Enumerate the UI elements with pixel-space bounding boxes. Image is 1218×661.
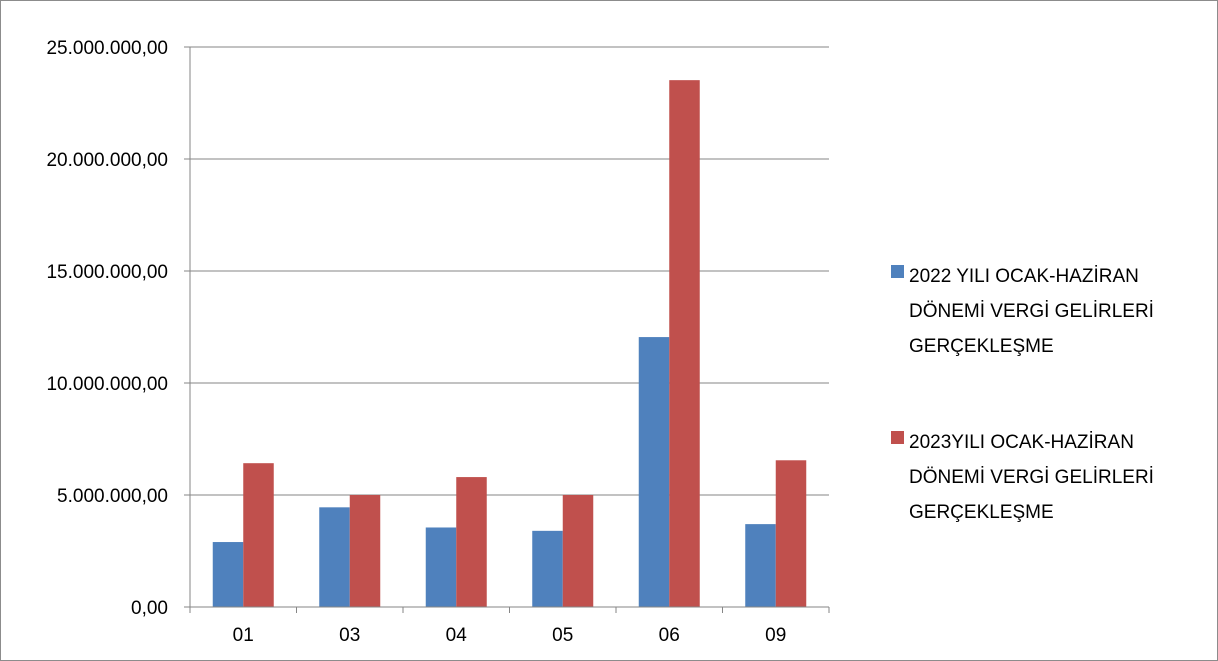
legend-label-2023: 2023YILI OCAK-HAZİRAN DÖNEMİ VERGİ GELİR… — [909, 432, 1154, 523]
legend-label-2022: 2022 YILI OCAK-HAZİRAN DÖNEMİ VERGİ GELİ… — [909, 266, 1154, 357]
y-tick-label: 0,00 — [131, 598, 168, 619]
bars — [212, 80, 807, 608]
y-tick-label: 5.000.000,00 — [57, 486, 168, 507]
y-tick-label: 15.000.000,00 — [46, 262, 168, 283]
bar — [745, 524, 776, 607]
x-tick-label: 01 — [233, 625, 254, 646]
x-tick-label: 05 — [552, 625, 573, 646]
bar — [638, 337, 670, 607]
bar — [775, 460, 807, 607]
y-tick-label: 10.000.000,00 — [46, 374, 168, 395]
bar — [243, 463, 274, 607]
y-tick-label: 20.000.000,00 — [46, 150, 168, 171]
y-tick-label: 25.000.000,00 — [46, 38, 168, 59]
x-tick-label: 03 — [339, 625, 360, 646]
bar — [562, 495, 594, 607]
legend-swatch-2022 — [891, 265, 904, 278]
axes — [184, 46, 830, 613]
x-tick-label: 06 — [659, 625, 680, 646]
bar — [425, 527, 457, 607]
bar — [669, 80, 700, 608]
axis-labels: 0,00 5.000.000,00 10.000.000,00 15.000.000,… — [46, 38, 786, 646]
legend-swatch-2023 — [891, 431, 904, 444]
x-tick-label: 09 — [765, 625, 786, 646]
bar — [532, 530, 563, 607]
bar — [349, 495, 381, 607]
bar — [319, 507, 350, 607]
x-tick-label: 04 — [446, 625, 468, 646]
bar — [456, 477, 487, 607]
gridlines — [190, 46, 829, 496]
bar — [212, 542, 244, 607]
